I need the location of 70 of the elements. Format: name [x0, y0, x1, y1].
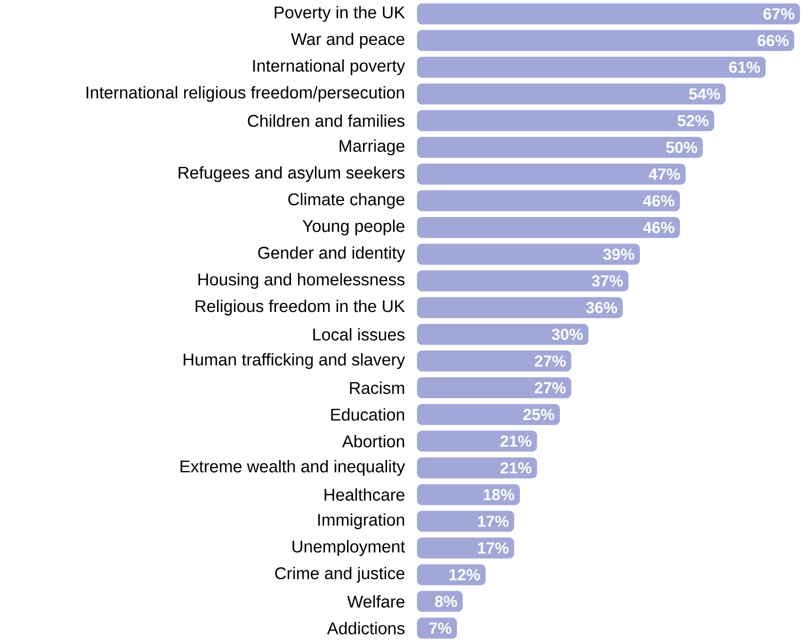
data-label: 27% [534, 355, 566, 367]
y-tick-label: International religious freedom/persecution [86, 86, 404, 102]
data-label: 52% [678, 115, 709, 126]
bar [417, 30, 794, 52]
y-tick-label: Addictions [327, 622, 405, 634]
bar [417, 430, 538, 452]
data-label: 7% [429, 622, 452, 634]
bar [417, 190, 680, 212]
y-tick-label: Unemployment [292, 540, 406, 556]
data-label: 27% [534, 382, 566, 394]
bar [417, 484, 520, 506]
y-tick-label: Welfare [347, 595, 404, 608]
data-label: 61% [729, 62, 760, 73]
data-label: 39% [603, 248, 634, 260]
y-tick-label: International poverty [253, 59, 406, 76]
data-label: 66% [758, 34, 789, 46]
data-label: 54% [689, 88, 720, 100]
y-tick-label: War and peace [291, 32, 404, 48]
data-label: 17% [478, 542, 509, 554]
bar [417, 564, 486, 586]
bar [417, 217, 680, 238]
y-tick-label: Human trafficking and slavery [184, 353, 406, 369]
y-tick-label: Religious freedom in the UK [196, 300, 405, 316]
y-tick-label: Crime and justice [275, 566, 404, 583]
bar [417, 270, 629, 292]
data-label: 18% [484, 488, 514, 500]
bar [417, 3, 800, 24]
y-tick-label: Abortion [342, 434, 404, 448]
bar [417, 110, 714, 132]
bar [417, 457, 538, 478]
y-tick-label: Poverty in the UK [274, 6, 405, 22]
bar [417, 83, 726, 104]
data-label: 36% [586, 302, 618, 314]
data-label: 8% [435, 596, 458, 608]
data-label: 46% [643, 195, 674, 206]
bar [417, 350, 572, 372]
y-tick-label: Marriage [340, 140, 404, 156]
y-tick-label: Refugees and asylum seekers [178, 166, 405, 182]
data-label: 12% [450, 569, 480, 580]
bar [417, 164, 686, 185]
data-label: 46% [643, 222, 674, 234]
data-label: 21% [500, 436, 532, 447]
bar [417, 377, 572, 398]
y-tick-label: Housing and homelessness [198, 273, 404, 289]
bar [417, 510, 514, 532]
y-tick-label: Education [331, 408, 404, 421]
data-label: 37% [592, 275, 623, 287]
y-tick-label: Immigration [318, 513, 404, 530]
data-label: 47% [648, 168, 680, 180]
bar [417, 56, 766, 78]
y-tick-label: Young people [302, 220, 404, 236]
data-label: 17% [478, 516, 509, 527]
y-tick-label: Gender and identity [258, 246, 406, 262]
bar [417, 324, 588, 345]
data-label: 25% [523, 408, 554, 420]
data-label: 67% [763, 8, 794, 20]
bar [417, 404, 560, 425]
data-label: 50% [666, 142, 698, 154]
y-tick-label: Racism [350, 382, 404, 394]
y-tick-label: Extreme wealth and inequality [180, 460, 406, 476]
y-tick-label: Healthcare [324, 488, 404, 501]
bar [417, 297, 623, 318]
y-tick-label: Local issues [313, 328, 405, 341]
bar [417, 538, 514, 559]
bar [417, 244, 640, 265]
y-tick-label: Children and families [248, 114, 404, 127]
data-label: 30% [552, 328, 583, 340]
bar [417, 136, 703, 158]
data-label: 21% [500, 462, 532, 474]
y-tick-label: Climate change [288, 192, 404, 209]
